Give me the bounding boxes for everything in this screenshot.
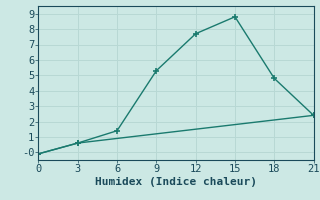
X-axis label: Humidex (Indice chaleur): Humidex (Indice chaleur) — [95, 177, 257, 187]
